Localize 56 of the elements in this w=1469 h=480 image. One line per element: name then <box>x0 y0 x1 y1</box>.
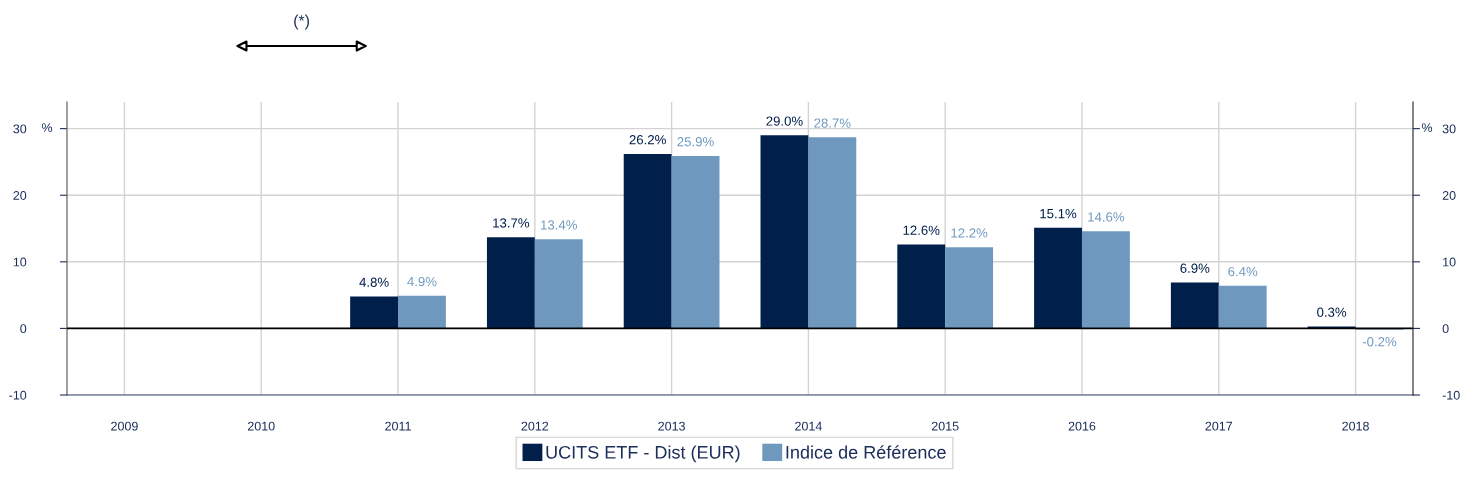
x-tick-label: 2012 <box>521 421 549 431</box>
data-label: 4.9% <box>407 276 437 287</box>
y2-tick-label: 10 <box>1443 257 1456 267</box>
data-label: 14.6% <box>1088 212 1125 222</box>
bar <box>398 295 446 329</box>
x-tick-label: 2017 <box>1205 421 1233 431</box>
y2-tick-label: 0 <box>1442 324 1449 334</box>
bar <box>671 155 720 329</box>
bar <box>1218 285 1267 329</box>
y-tick-label: 10 <box>13 257 27 267</box>
y-tick-label: 0 <box>20 324 27 334</box>
bar <box>945 247 994 329</box>
bar <box>1034 227 1082 329</box>
x-tick-label: 2014 <box>795 421 822 431</box>
bar <box>350 296 399 329</box>
y2-tick-label: 20 <box>1442 191 1456 200</box>
x-tick-label: 2009 <box>111 421 138 431</box>
bar <box>486 237 535 329</box>
x-tick-label: 2013 <box>658 421 685 431</box>
data-label: 6.4% <box>1228 266 1258 277</box>
data-label: 12.6% <box>903 225 940 235</box>
x-tick-label: 2018 <box>1342 421 1369 431</box>
data-label: 4.8% <box>359 277 389 287</box>
bar <box>760 135 809 329</box>
data-label: 0.3% <box>1317 307 1347 317</box>
legend-label: Indice de Référence <box>786 445 946 459</box>
bar <box>808 137 857 329</box>
bar <box>1307 326 1356 329</box>
data-label: 13.4% <box>541 220 577 230</box>
bar <box>1081 231 1130 329</box>
data-label: 25.9% <box>677 137 714 147</box>
x-tick-label: 2011 <box>385 421 411 431</box>
data-label: -0.2% <box>1362 337 1397 347</box>
y2-tick-label: 30 <box>1442 124 1456 134</box>
y-tick-label: 20 <box>13 191 27 200</box>
data-label: 6.9% <box>1180 263 1210 273</box>
text: (*) <box>294 14 310 30</box>
bar <box>897 244 946 329</box>
x-tick-label: 2015 <box>931 421 959 431</box>
bar <box>1170 282 1219 329</box>
data-label: 12.2% <box>951 228 988 238</box>
y-tick-label: 30 <box>13 124 27 134</box>
data-label: 15.1% <box>1040 209 1077 219</box>
bar <box>623 153 672 329</box>
data-label: 29.0% <box>766 116 803 126</box>
data-label: 13.7% <box>493 218 530 228</box>
y2-tick-label: -10 <box>1442 390 1460 400</box>
data-label: 26.2% <box>629 135 666 145</box>
legend-label: UCITS ETF - Dist (EUR) <box>546 445 740 463</box>
y-tick-label: -10 <box>9 390 27 400</box>
x-tick-label: 2010 <box>247 421 275 431</box>
bar <box>534 239 583 329</box>
y2-axis-title: % <box>1421 123 1433 132</box>
y-axis-title: % <box>41 123 53 132</box>
x-tick-label: 2016 <box>1068 421 1096 431</box>
data-label: 28.7% <box>814 118 851 128</box>
